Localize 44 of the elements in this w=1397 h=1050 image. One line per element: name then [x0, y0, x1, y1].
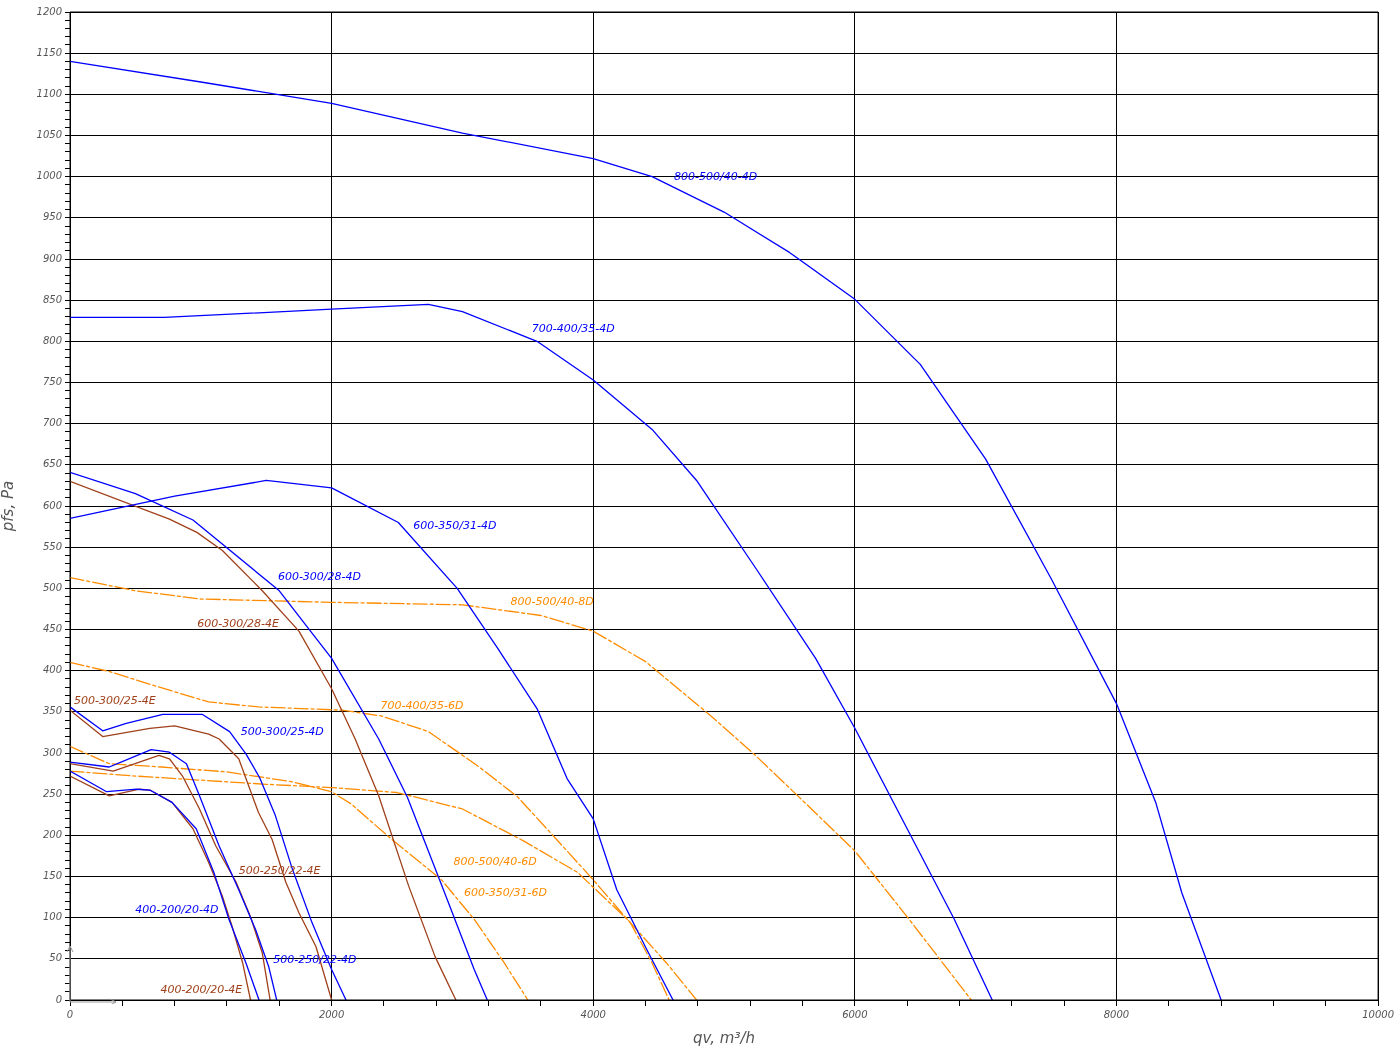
y-tick-label: 1100	[36, 87, 62, 99]
y-tick-label: 1150	[36, 46, 62, 58]
y-tick-label: 750	[42, 376, 62, 388]
y-tick-label: 950	[42, 211, 62, 223]
y-tick-label: 100	[42, 911, 62, 923]
y-tick-label: 600	[42, 499, 62, 511]
x-tick-label: 4000	[580, 1008, 606, 1020]
x-tick-label: 0	[66, 1008, 74, 1020]
series-label: 400-200/20-4E	[160, 983, 243, 997]
y-tick-label: 1050	[36, 129, 62, 141]
y-tick-label: 400	[42, 664, 62, 676]
y-tick-label: 1000	[36, 170, 62, 182]
y-axis-title: pfs, Pa	[0, 480, 17, 533]
series-label: 600-350/31-6D	[463, 886, 547, 900]
series-label: 500-300/25-4D	[240, 725, 324, 739]
y-tick-label: 0	[55, 993, 62, 1005]
y-tick-label: 900	[42, 252, 62, 264]
series-label: 500-300/25-4E	[74, 694, 156, 708]
y-tick-label: 350	[42, 705, 62, 717]
line-series	[70, 661, 698, 1000]
series-label: 400-200/20-4D	[135, 902, 219, 916]
x-tick-label: 10000	[1362, 1008, 1394, 1020]
y-tick-label: 50	[49, 952, 62, 964]
series-label: 700-400/35-6D	[380, 699, 464, 713]
y-tick-label: 650	[42, 458, 62, 470]
x-tick-label: 2000	[318, 1008, 345, 1020]
x-tick-label: 8000	[1103, 1008, 1130, 1020]
x-tick-label: 6000	[842, 1008, 868, 1020]
y-tick-label: 500	[42, 581, 62, 593]
x-axis-title: qv, m³/h	[693, 1028, 755, 1047]
y-tick-label: 250	[42, 787, 62, 799]
y-tick-label: 450	[42, 623, 62, 635]
y-tick-label: 700	[42, 417, 62, 429]
y-tick-label: 150	[42, 870, 62, 882]
y-tick-label: 200	[42, 828, 62, 840]
y-tick-label: 300	[42, 746, 62, 758]
series-label: 600-350/31-4D	[413, 518, 497, 532]
y-tick-label: 1200	[36, 5, 62, 17]
y-tick-label: 550	[42, 540, 62, 552]
series-label: 600-300/28-4E	[197, 617, 279, 631]
y-tick-label: 850	[42, 293, 62, 305]
y-tick-label: 800	[42, 334, 62, 346]
series-label: 800-500/40-8D	[510, 594, 594, 608]
series-label: 800-500/40-6D	[453, 854, 537, 868]
